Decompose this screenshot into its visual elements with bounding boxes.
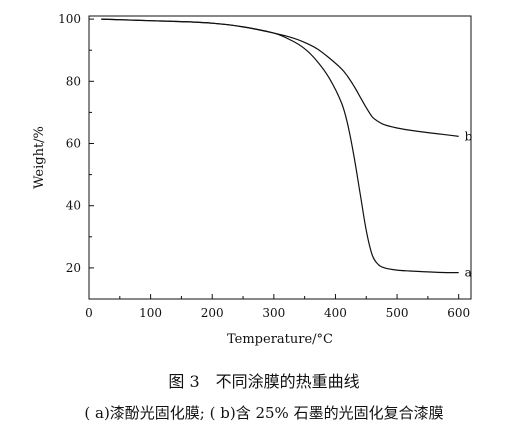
x-tick-label: 100	[139, 306, 162, 320]
y-tick-label: 40	[66, 199, 81, 213]
series-line-b	[101, 18, 459, 137]
y-tick-label: 100	[58, 12, 81, 26]
y-tick-label: 20	[66, 261, 81, 275]
x-tick-label: 500	[386, 306, 409, 320]
x-tick-label: 200	[201, 306, 224, 320]
tick-marks	[88, 18, 460, 299]
series-lines	[101, 18, 459, 274]
x-tick-label: 300	[262, 306, 285, 320]
x-tick-label: 0	[85, 306, 93, 320]
y-axis-title: Weight/%	[32, 126, 47, 189]
series-label-a: a	[465, 266, 472, 280]
series-labels: ab	[465, 129, 473, 279]
series-line-a	[101, 18, 459, 274]
x-tick-label: 600	[447, 306, 470, 320]
figure-caption-title: 图 3 不同涂膜的热重曲线	[168, 372, 360, 391]
y-tick-label: 80	[66, 74, 81, 88]
series-label-b: b	[465, 129, 473, 143]
figure-caption-note: ( a)漆酚光固化膜; ( b)含 25% 石墨的光固化复合漆膜	[84, 404, 444, 422]
x-tick-label: 400	[324, 306, 347, 320]
plot-frame	[88, 15, 472, 300]
tick-labels: 0 100 200 300 400 500 600 20 40 60 80 100	[58, 12, 470, 320]
x-axis-title: Temperature/°C	[227, 332, 333, 347]
y-tick-label: 60	[66, 137, 81, 151]
